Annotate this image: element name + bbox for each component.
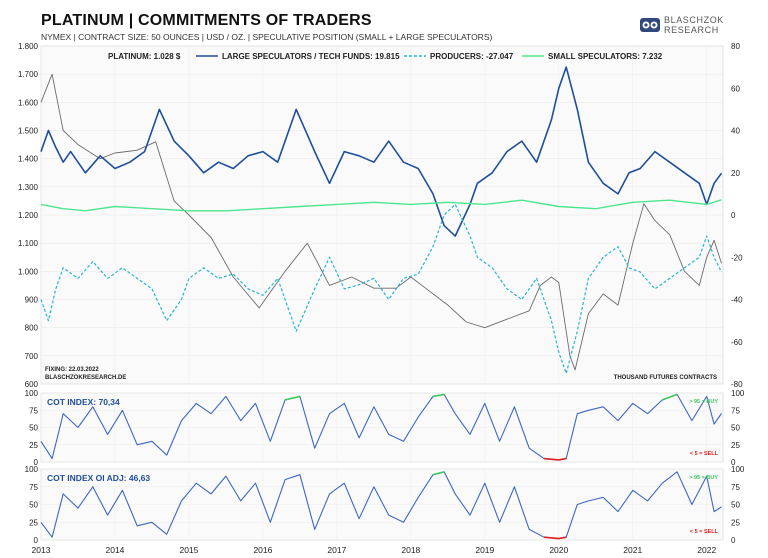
left-tick-label: 1.800 [18, 42, 39, 51]
panel-left-tick: 50 [29, 424, 38, 433]
sell-annotation: < 5 = SELL [690, 529, 719, 535]
buy-annotation: > 95 = BUY [689, 399, 718, 405]
panel-left-tick: 75 [29, 483, 38, 492]
right-tick-label: -60 [731, 338, 743, 347]
left-tick-label: 1.200 [18, 211, 39, 220]
zone-segment [662, 393, 678, 401]
x-tick-label: 2020 [549, 545, 568, 555]
cot-index-line-1 [40, 393, 722, 461]
left-tick-label: 600 [25, 380, 39, 389]
chart-title: PLATINUM | COMMITMENTS OF TRADERS [41, 12, 372, 29]
x-tick-label: 2018 [401, 545, 420, 555]
left-tick-label: 1.400 [18, 155, 39, 164]
left-tick-label: 800 [25, 324, 39, 333]
left-tick-label: 700 [25, 352, 39, 361]
x-tick-label: 2015 [179, 545, 198, 555]
right-tick-label: 40 [731, 127, 740, 136]
logo-line1: BLASCHZOK [664, 15, 724, 25]
right-tick-label: -20 [731, 253, 743, 262]
series-line-2 [40, 66, 723, 237]
right-tick-label: 0 [731, 211, 736, 220]
panel-left-tick: 25 [29, 441, 38, 450]
panel-right-tick: 25 [731, 518, 740, 527]
panel-right-tick: 50 [731, 501, 740, 510]
right-tick-label: -80 [731, 380, 743, 389]
panel-title: COT INDEX OI ADJ: 46,63 [47, 473, 150, 483]
left-tick-label: 1.000 [18, 267, 39, 276]
panel-right-tick: 75 [731, 483, 740, 492]
logo-line2: RESEARCH [664, 25, 719, 35]
series-line-1 [40, 73, 722, 371]
panel-title: COT INDEX: 70,34 [47, 397, 120, 407]
x-tick-label: 2013 [32, 545, 51, 555]
logo-icon [640, 18, 660, 32]
right-tick-label: -40 [731, 296, 743, 305]
zone-segment [432, 471, 445, 476]
legend-label: SMALL SPECULATORS: 7.232 [548, 52, 663, 61]
series-line-4 [40, 199, 722, 212]
x-tick-label: 2021 [623, 545, 642, 555]
right-tick-label: 80 [731, 42, 740, 51]
right-tick-label: 20 [731, 169, 740, 178]
panel-left-tick: 0 [34, 458, 39, 467]
panel-left-tick: 25 [29, 518, 38, 527]
x-tick-label: 2014 [106, 545, 125, 555]
right-tick-label: 60 [731, 84, 740, 93]
units-note: THOUSAND FUTURES CONTRACTS [614, 375, 717, 381]
panel-left-tick: 100 [25, 389, 39, 398]
brand-logo: BLASCHZOK RESEARCH [640, 13, 726, 39]
panel-right-tick: 25 [731, 441, 740, 450]
panel-right-tick: 0 [731, 458, 736, 467]
left-tick-label: 1.500 [18, 127, 39, 136]
legend-label: PLATINUM: 1.028 $ [108, 52, 181, 61]
panel-right-tick: 100 [731, 465, 745, 474]
left-tick-label: 1.100 [18, 239, 39, 248]
chart-subtitle: NYMEX | CONTRACT SIZE: 50 OUNCES | USD /… [41, 32, 493, 42]
panel-left-tick: 75 [29, 406, 38, 415]
panel-right-tick: 50 [731, 424, 740, 433]
left-tick-label: 900 [25, 296, 39, 305]
x-tick-label: 2016 [253, 545, 272, 555]
panel-left-tick: 0 [34, 536, 39, 545]
zone-segment [543, 536, 559, 540]
zone-segment [558, 457, 567, 461]
cot-index-line-2 [40, 471, 722, 540]
sell-annotation: < 5 = SELL [690, 451, 719, 457]
legend-label: LARGE SPECULATORS / TECH FUNDS: 19.815 [222, 52, 400, 61]
x-tick-label: 2022 [697, 545, 716, 555]
panel-right-tick: 100 [731, 389, 745, 398]
left-tick-label: 1.600 [18, 98, 39, 107]
x-tick-label: 2019 [475, 545, 494, 555]
panel-right-tick: 0 [731, 536, 736, 545]
fixing-note: FIXING: 22.03.2022 [45, 367, 99, 373]
zone-segment [432, 393, 445, 398]
x-tick-label: 2017 [327, 545, 346, 555]
left-tick-label: 1.300 [18, 183, 39, 192]
panel-right-tick: 75 [731, 406, 740, 415]
panel-left-tick: 50 [29, 501, 38, 510]
left-tick-label: 1.700 [18, 70, 39, 79]
legend-label: PRODUCERS: -27.047 [430, 52, 514, 61]
buy-annotation: > 95 = BUY [689, 475, 718, 481]
zone-segment [558, 536, 567, 540]
zone-segment [543, 457, 559, 461]
site-note: BLASCHZOKRESEARCH.DE [45, 375, 126, 381]
panel-left-tick: 100 [25, 465, 39, 474]
zone-segment [284, 395, 301, 401]
